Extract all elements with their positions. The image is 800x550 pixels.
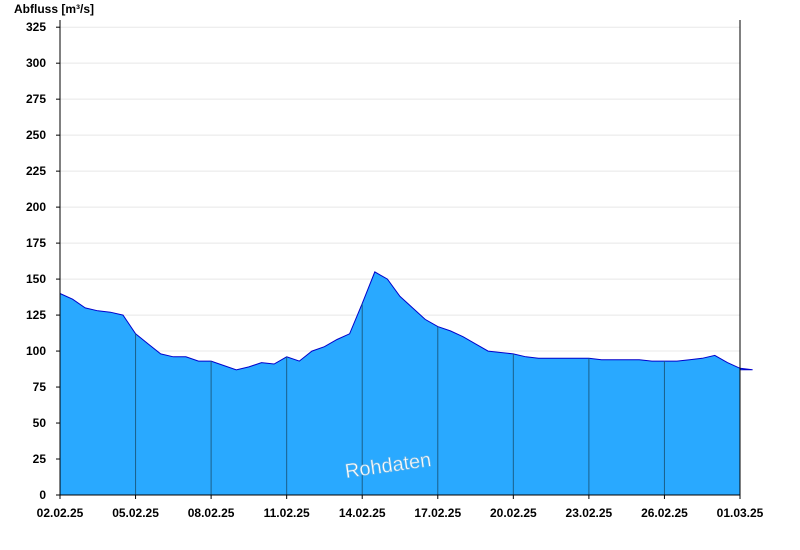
- discharge-line: [59, 271, 753, 371]
- x-tick-label-5: 17.02.25: [414, 506, 461, 520]
- y-tick-label-9: 225: [26, 164, 46, 178]
- x-tick-label-6: 20.02.25: [490, 506, 537, 520]
- y-tick-label-2: 50: [33, 416, 47, 430]
- y-tick-label-7: 175: [26, 236, 46, 250]
- x-tick-labels: 02.02.25 05.02.25 08.02.25 11.02.25 14.02.25…: [37, 495, 764, 520]
- y-tick-label-5: 125: [26, 308, 46, 322]
- y-tick-labels: 0 25 50 75 100 125 150 175 200 225 250 275 300 325: [26, 20, 60, 502]
- x-tick-label-3: 11.02.25: [264, 506, 310, 520]
- x-tick-label-8: 26.02.25: [641, 506, 688, 520]
- y-tick-label-6: 150: [26, 272, 46, 286]
- y-tick-label-13: 325: [26, 20, 46, 34]
- x-tick-label-7: 23.02.25: [566, 506, 613, 520]
- y-tick-label-0: 0: [39, 488, 46, 502]
- y-tick-label-8: 200: [26, 200, 46, 214]
- x-tick-label-0: 02.02.25: [37, 506, 84, 520]
- x-tick-label-1: 05.02.25: [112, 506, 159, 520]
- x-tick-label-4: 14.02.25: [339, 506, 386, 520]
- y-tick-label-3: 75: [33, 380, 47, 394]
- y-axis-label: Abfluss [m³/s]: [14, 2, 94, 16]
- x-tick-label-9: 01.03.25: [717, 506, 764, 520]
- y-tick-label-11: 275: [26, 92, 46, 106]
- y-tick-label-12: 300: [26, 56, 46, 70]
- area-fill: [60, 271, 753, 495]
- y-tick-label-4: 100: [26, 344, 46, 358]
- discharge-area: [59, 271, 753, 495]
- x-tick-label-2: 08.02.25: [188, 506, 235, 520]
- y-tick-label-10: 250: [26, 128, 46, 142]
- y-tick-label-1: 25: [33, 452, 47, 466]
